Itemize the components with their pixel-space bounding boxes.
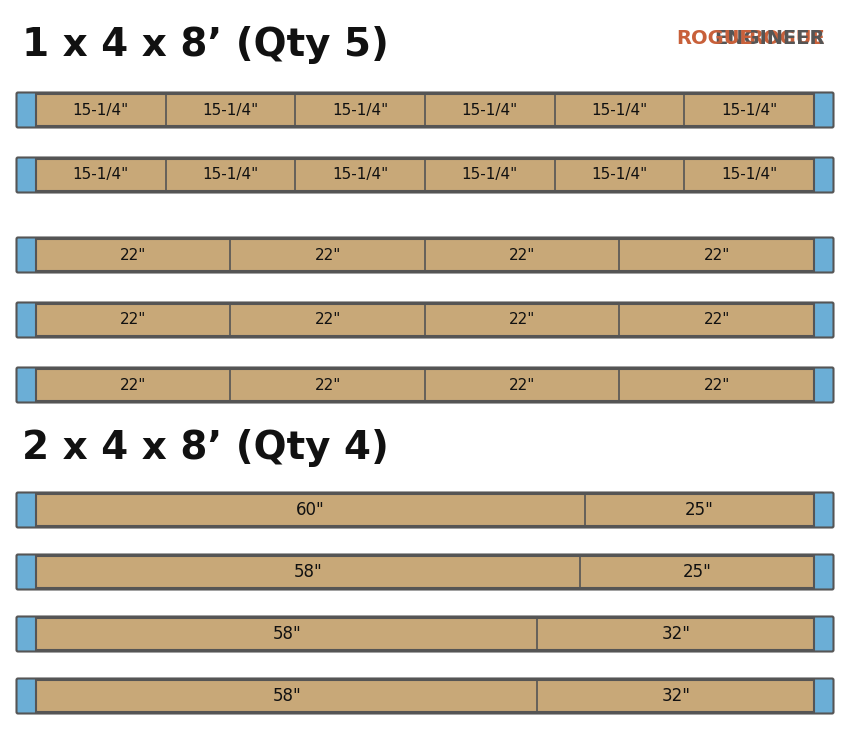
Bar: [425, 304, 620, 336]
Text: 22": 22": [314, 312, 341, 328]
Text: 22": 22": [509, 377, 536, 392]
Bar: [580, 556, 814, 588]
Bar: [36, 304, 814, 336]
Bar: [36, 680, 814, 712]
Bar: [684, 94, 814, 126]
Bar: [166, 159, 295, 191]
Bar: [425, 239, 620, 271]
Bar: [295, 159, 425, 191]
Bar: [36, 556, 814, 588]
Bar: [425, 159, 555, 191]
Bar: [620, 369, 814, 401]
Text: 15-1/4": 15-1/4": [332, 103, 388, 118]
FancyBboxPatch shape: [16, 493, 834, 528]
Text: 15-1/4": 15-1/4": [332, 167, 388, 183]
Text: 58": 58": [293, 563, 322, 581]
Text: 22": 22": [314, 247, 341, 263]
Bar: [295, 94, 425, 126]
Bar: [425, 369, 620, 401]
Bar: [36, 494, 814, 526]
Bar: [36, 680, 537, 712]
Bar: [537, 680, 814, 712]
Text: 22": 22": [120, 377, 146, 392]
Bar: [36, 239, 814, 271]
Text: 2 x 4 x 8’ (Qty 4): 2 x 4 x 8’ (Qty 4): [22, 429, 388, 467]
Bar: [36, 556, 580, 588]
Bar: [555, 159, 684, 191]
Text: 15-1/4": 15-1/4": [462, 167, 518, 183]
Text: 15-1/4": 15-1/4": [721, 167, 777, 183]
Bar: [36, 239, 230, 271]
Text: 15-1/4": 15-1/4": [721, 103, 777, 118]
Text: 15-1/4": 15-1/4": [73, 167, 129, 183]
FancyBboxPatch shape: [16, 92, 834, 127]
Bar: [620, 304, 814, 336]
Text: 22": 22": [120, 247, 146, 263]
Text: 25": 25": [683, 563, 711, 581]
Text: 22": 22": [704, 377, 730, 392]
Bar: [230, 369, 425, 401]
Text: 22": 22": [120, 312, 146, 328]
Text: ENGINEER: ENGINEER: [715, 29, 825, 47]
Text: 15-1/4": 15-1/4": [462, 103, 518, 118]
Bar: [36, 94, 814, 126]
Bar: [36, 369, 814, 401]
Bar: [585, 494, 814, 526]
Text: 58": 58": [272, 625, 301, 643]
Bar: [36, 159, 814, 191]
Text: 22": 22": [704, 312, 730, 328]
Bar: [36, 369, 230, 401]
Text: 15-1/4": 15-1/4": [592, 167, 648, 183]
Text: 22": 22": [509, 247, 536, 263]
Text: 32": 32": [661, 687, 690, 705]
Bar: [230, 304, 425, 336]
FancyBboxPatch shape: [16, 554, 834, 590]
FancyBboxPatch shape: [16, 368, 834, 403]
Text: ROGUE: ROGUE: [748, 29, 825, 47]
Bar: [684, 159, 814, 191]
Bar: [36, 618, 814, 650]
Bar: [36, 94, 166, 126]
Bar: [620, 239, 814, 271]
Bar: [36, 304, 230, 336]
Text: 1 x 4 x 8’ (Qty 5): 1 x 4 x 8’ (Qty 5): [22, 26, 388, 64]
Text: 22": 22": [509, 312, 536, 328]
Bar: [425, 94, 555, 126]
FancyBboxPatch shape: [16, 616, 834, 651]
Bar: [36, 618, 537, 650]
FancyBboxPatch shape: [16, 679, 834, 713]
FancyBboxPatch shape: [16, 303, 834, 337]
Bar: [230, 239, 425, 271]
Text: 32": 32": [661, 625, 690, 643]
Text: ROGUE: ROGUE: [677, 29, 753, 47]
Text: 15-1/4": 15-1/4": [202, 167, 258, 183]
Bar: [36, 159, 166, 191]
Text: 15-1/4": 15-1/4": [73, 103, 129, 118]
Bar: [555, 94, 684, 126]
Text: 15-1/4": 15-1/4": [202, 103, 258, 118]
Text: 22": 22": [704, 247, 730, 263]
Text: 22": 22": [314, 377, 341, 392]
Bar: [36, 494, 585, 526]
Text: 15-1/4": 15-1/4": [592, 103, 648, 118]
FancyBboxPatch shape: [16, 238, 834, 272]
Text: 58": 58": [272, 687, 301, 705]
Text: 25": 25": [685, 501, 714, 519]
Text: 60": 60": [296, 501, 325, 519]
Bar: [166, 94, 295, 126]
FancyBboxPatch shape: [16, 158, 834, 192]
Bar: [537, 618, 814, 650]
